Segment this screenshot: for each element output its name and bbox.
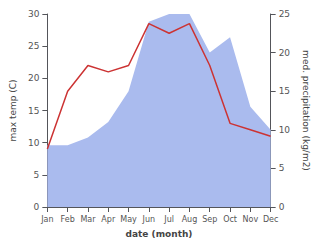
svg-text:date (month): date (month) bbox=[126, 229, 193, 239]
svg-text:5: 5 bbox=[34, 170, 40, 180]
svg-text:20: 20 bbox=[28, 73, 40, 83]
svg-text:15: 15 bbox=[28, 106, 39, 116]
svg-text:15: 15 bbox=[279, 86, 290, 96]
svg-text:0: 0 bbox=[34, 202, 40, 212]
svg-text:25: 25 bbox=[279, 9, 290, 19]
svg-text:max temp (C): max temp (C) bbox=[8, 79, 18, 141]
svg-text:May: May bbox=[120, 215, 137, 224]
svg-text:Jul: Jul bbox=[163, 215, 174, 224]
svg-text:Sep: Sep bbox=[202, 215, 217, 224]
svg-text:5: 5 bbox=[279, 163, 285, 173]
svg-text:0: 0 bbox=[279, 202, 285, 212]
svg-text:Apr: Apr bbox=[101, 215, 116, 224]
svg-text:10: 10 bbox=[28, 138, 40, 148]
svg-text:10: 10 bbox=[279, 125, 291, 135]
svg-text:25: 25 bbox=[28, 41, 39, 51]
svg-text:Jan: Jan bbox=[40, 215, 53, 224]
svg-text:med. precipitation (kg/m2): med. precipitation (kg/m2) bbox=[301, 50, 311, 171]
svg-text:Dec: Dec bbox=[263, 215, 278, 224]
svg-text:Oct: Oct bbox=[223, 215, 237, 224]
svg-text:Jun: Jun bbox=[142, 215, 156, 224]
svg-text:Feb: Feb bbox=[61, 215, 75, 224]
svg-text:Aug: Aug bbox=[182, 215, 198, 224]
svg-text:Mar: Mar bbox=[80, 215, 96, 224]
svg-text:30: 30 bbox=[28, 9, 40, 19]
svg-text:20: 20 bbox=[279, 48, 291, 58]
svg-text:Nov: Nov bbox=[243, 215, 259, 224]
